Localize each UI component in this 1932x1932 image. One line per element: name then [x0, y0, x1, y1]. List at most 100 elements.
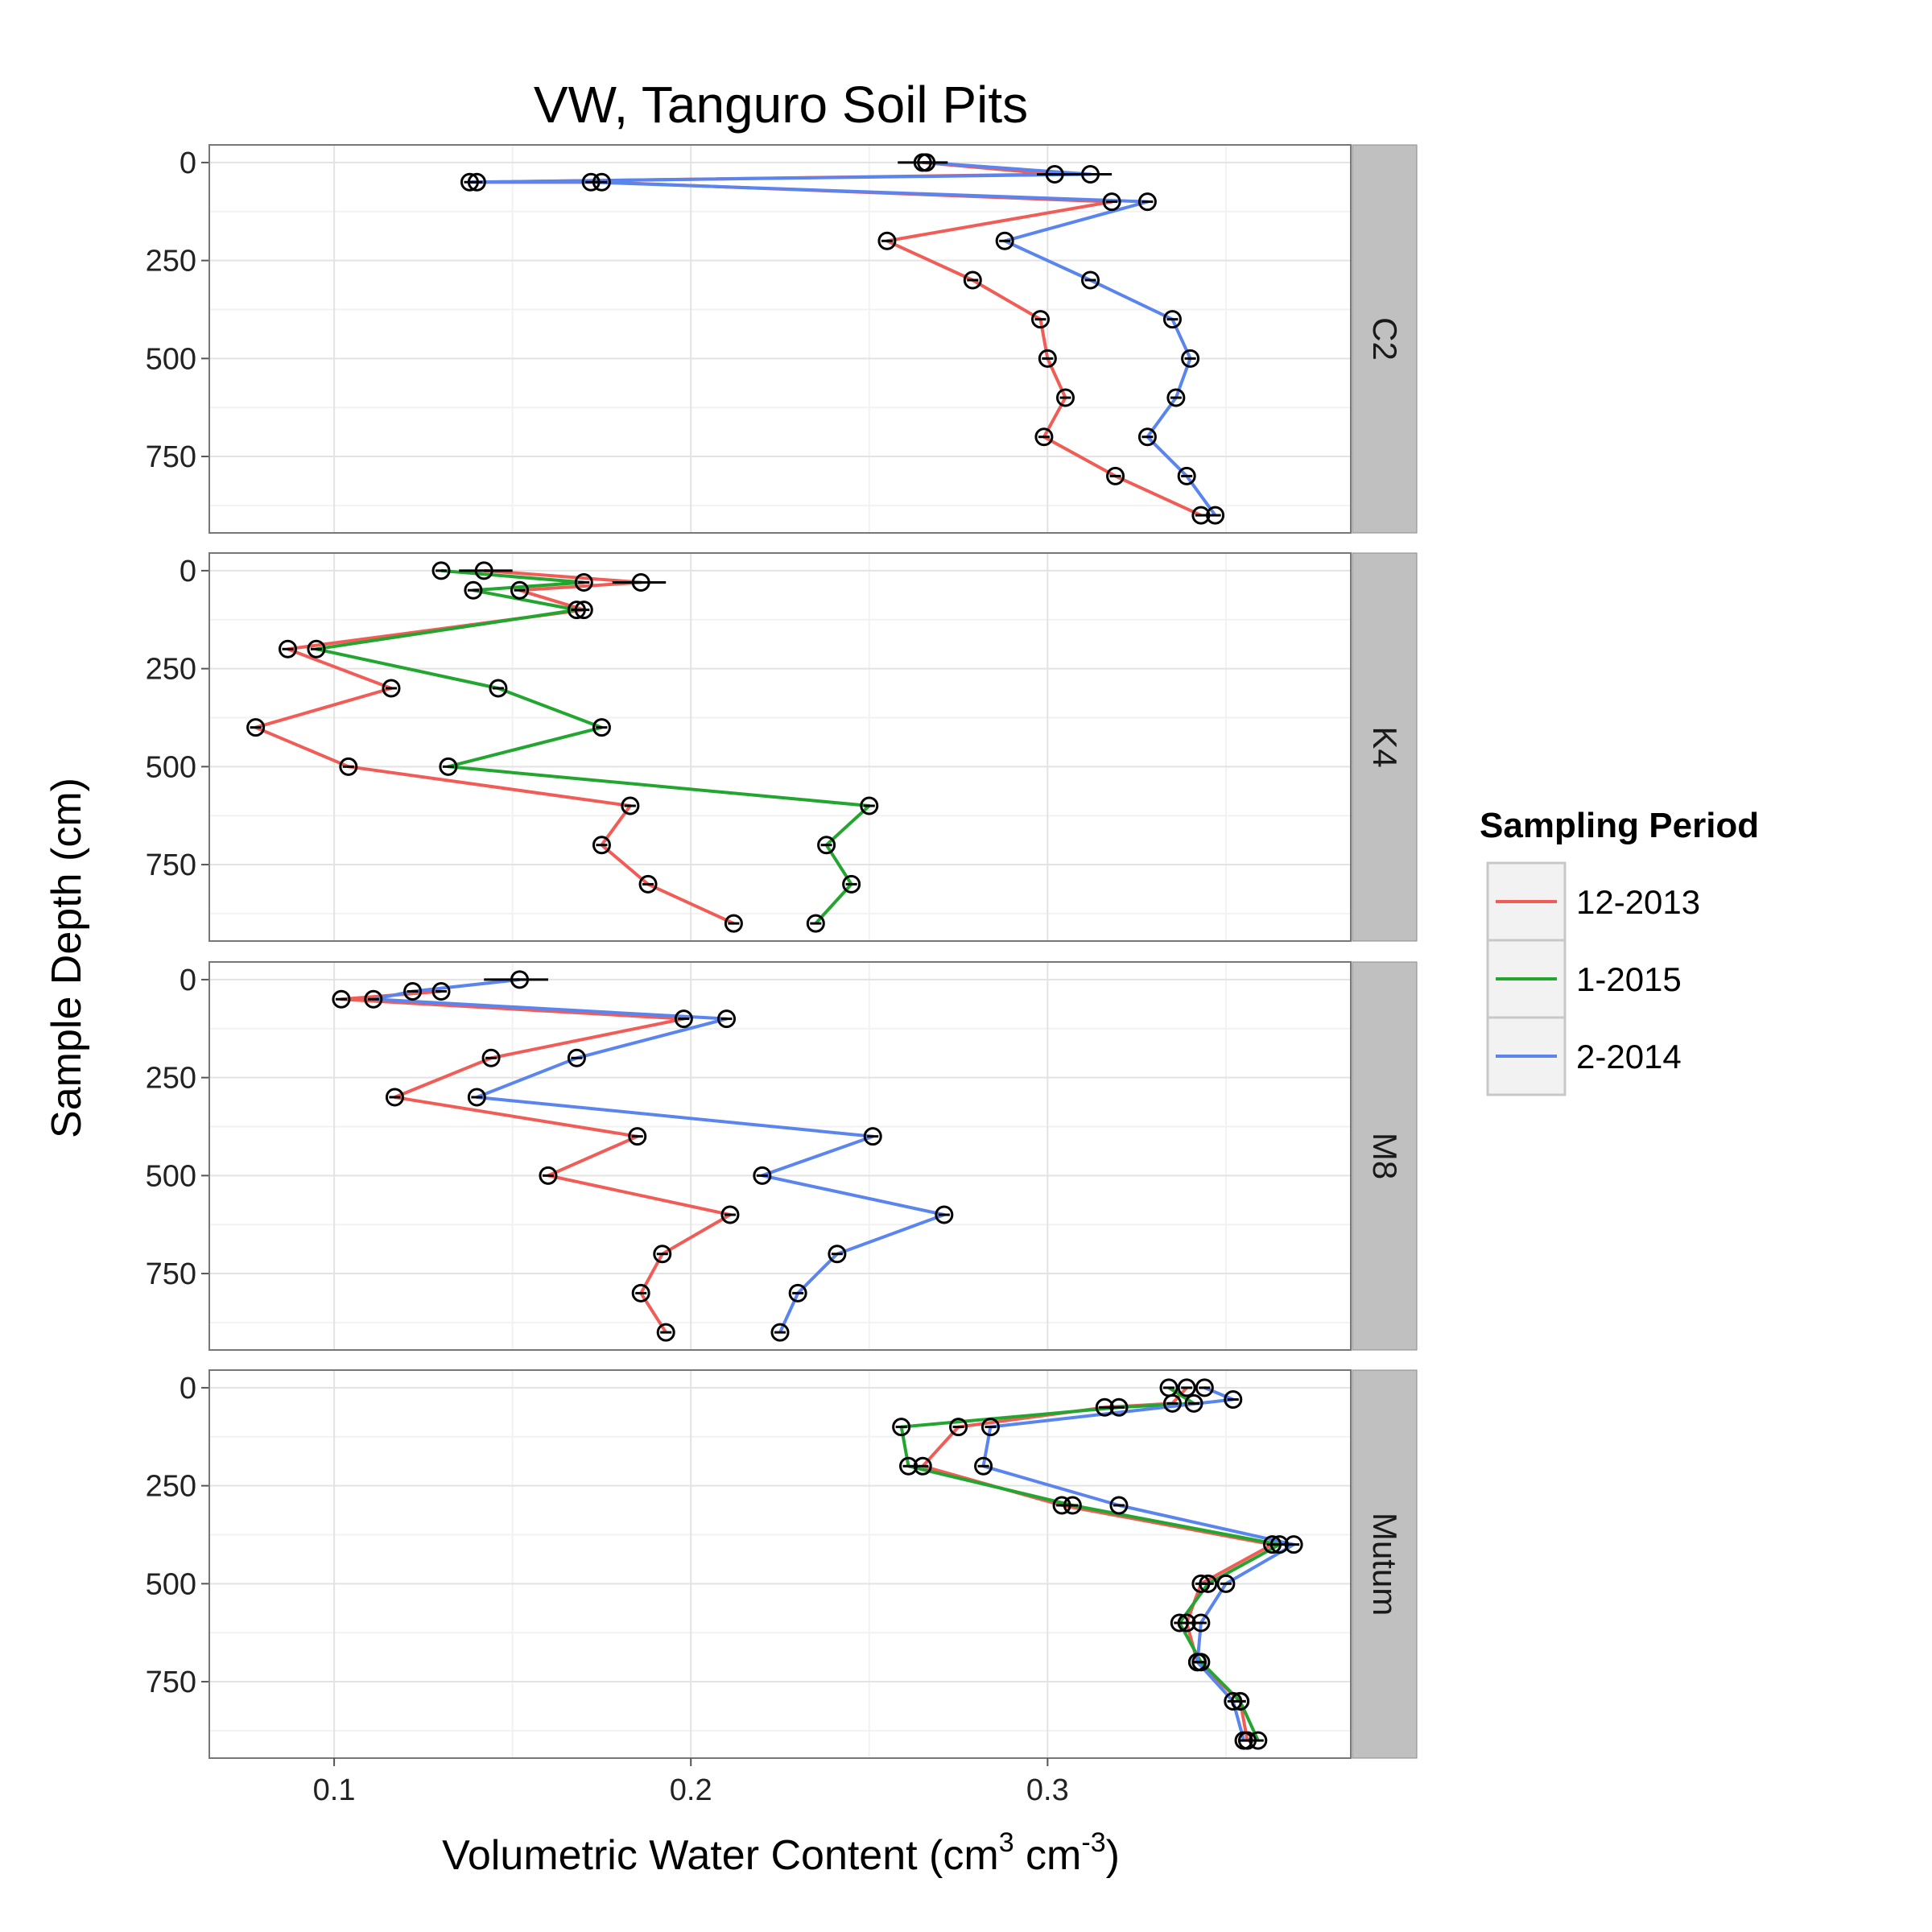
facet-strip — [1352, 1369, 1418, 1759]
data-point — [806, 914, 825, 933]
data-point — [1102, 192, 1121, 212]
data-point — [1187, 1653, 1207, 1672]
data-point — [481, 1048, 501, 1067]
y-tick-label: 500 — [146, 1159, 196, 1193]
data-point — [1195, 1378, 1214, 1397]
facet-strip — [1352, 961, 1418, 1351]
data-point — [913, 1456, 932, 1476]
panel-mutum: 0 250 500 750 Mutum — [146, 1369, 1418, 1759]
data-point — [949, 1418, 968, 1437]
legend-label: 12-2013 — [1576, 883, 1700, 921]
data-point — [1045, 165, 1064, 184]
data-point — [460, 172, 479, 192]
facet-label: K4 — [1366, 726, 1404, 767]
y-tick-label: 0 — [180, 964, 196, 997]
data-point — [364, 989, 383, 1009]
data-point — [246, 718, 266, 737]
data-point — [638, 874, 658, 894]
data-point — [581, 172, 601, 192]
plot-border — [208, 1369, 1352, 1759]
data-point — [788, 1283, 807, 1302]
data-point — [489, 679, 508, 698]
facet-label: M8 — [1366, 1133, 1404, 1179]
data-point — [467, 1088, 486, 1107]
data-point — [1177, 466, 1196, 485]
facet-strip — [1352, 552, 1418, 942]
x-axis-label: Volumetric Water Content (cm3 cm-3) — [442, 1827, 1120, 1879]
data-point — [674, 1009, 693, 1029]
data-point — [1224, 1691, 1243, 1711]
data-point — [1137, 427, 1157, 447]
data-point — [1181, 349, 1200, 368]
data-point — [592, 836, 611, 855]
y-tick-label: 500 — [146, 1567, 196, 1601]
plot-area — [208, 1369, 1352, 1759]
data-point — [631, 1283, 650, 1302]
data-point — [621, 796, 640, 815]
data-point — [917, 153, 936, 172]
data-point — [1034, 427, 1054, 447]
legend-title: Sampling Period — [1480, 806, 1759, 845]
data-point — [431, 561, 451, 580]
plot-border — [208, 144, 1352, 534]
y-tick-label: 750 — [146, 1666, 196, 1699]
data-point — [1166, 388, 1186, 407]
data-point — [431, 982, 451, 1001]
x-axis-label-sup1: 3 — [999, 1827, 1014, 1858]
data-point — [656, 1323, 675, 1342]
data-point — [1081, 270, 1100, 290]
data-point — [307, 639, 326, 658]
data-point — [567, 601, 586, 620]
x-tick-label: 0.3 — [1026, 1773, 1069, 1807]
y-axis-label: Sample Depth (cm) — [43, 778, 90, 1138]
data-point — [1234, 1731, 1253, 1750]
y-tick-label: 750 — [146, 848, 196, 882]
data-point — [278, 639, 297, 658]
data-point — [653, 1245, 672, 1264]
series-line — [254, 568, 735, 925]
legend-label: 1-2015 — [1576, 960, 1682, 998]
data-point — [1191, 506, 1211, 525]
plot-border — [208, 961, 1352, 1351]
data-point — [1184, 1393, 1203, 1413]
data-point — [1224, 1390, 1243, 1410]
chart-title: VW, Tanguro Soil Pits — [534, 76, 1028, 134]
y-tick-label: 750 — [146, 440, 196, 474]
y-tick-label: 500 — [146, 750, 196, 784]
data-point — [510, 580, 530, 600]
data-point — [1269, 1535, 1289, 1554]
data-point — [753, 1166, 772, 1185]
data-point — [474, 561, 493, 580]
y-tick-label: 0 — [180, 147, 196, 180]
data-point — [567, 1048, 586, 1067]
data-point — [1109, 1496, 1129, 1515]
data-point — [574, 573, 593, 592]
x-tick-label: 0.1 — [313, 1773, 356, 1807]
data-point — [1162, 310, 1182, 329]
plot-area — [208, 961, 1352, 1351]
y-tick-label: 500 — [146, 342, 196, 376]
data-point — [439, 757, 458, 776]
data-point — [935, 1205, 954, 1224]
x-axis: 0.1 0.2 0.3 — [313, 1758, 1069, 1807]
data-point — [510, 970, 530, 989]
data-point — [628, 1127, 647, 1146]
panels-layer: 0 250 500 750 C2 0 250 500 750 K4 0 250 500 750 M8 0 250… — [146, 144, 1418, 1759]
x-axis-label-mid: cm — [1014, 1832, 1082, 1879]
y-tick-label: 0 — [180, 1372, 196, 1406]
data-point — [974, 1456, 993, 1476]
data-point — [1038, 349, 1057, 368]
panel-c2: 0 250 500 750 C2 — [146, 144, 1418, 534]
plot-area — [208, 144, 1352, 534]
facet-strip — [1352, 144, 1418, 534]
data-point — [963, 270, 982, 290]
x-tick-label: 0.2 — [670, 1773, 712, 1807]
data-point — [1095, 1397, 1114, 1417]
data-point — [842, 874, 861, 894]
data-point — [980, 1418, 1000, 1437]
data-point — [1216, 1574, 1236, 1593]
legend: Sampling Period 12-2013 1-2015 2-2014 — [1480, 806, 1759, 1096]
data-point — [385, 1088, 404, 1107]
data-point — [1170, 1613, 1189, 1633]
